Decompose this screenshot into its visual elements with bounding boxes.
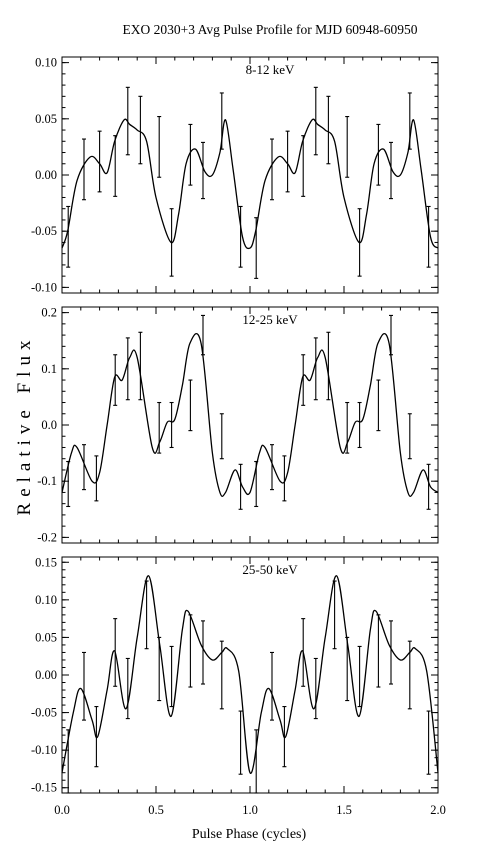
error-bar (269, 138, 274, 201)
error-bar (357, 645, 362, 708)
y-tick-label: 0.1 (41, 362, 57, 376)
y-tick-label: 0.05 (35, 112, 57, 126)
y-tick-label: 0.00 (35, 668, 57, 682)
error-bar (389, 620, 393, 685)
x-tick-label: 1.0 (242, 803, 258, 817)
panel-1: -0.10 -0.05 0.00 0.05 0.10 8-12 keV (31, 56, 439, 294)
error-bar (188, 123, 193, 186)
error-bar (157, 116, 162, 178)
error-bar (219, 413, 224, 460)
error-bar (144, 580, 149, 650)
profile-curve (61, 575, 439, 774)
y-tick-label: 0.05 (35, 630, 57, 644)
panel-frame (61, 56, 439, 294)
y-tick-label: -0.10 (31, 280, 57, 294)
y-tick-label: -0.05 (31, 224, 57, 238)
y-tick-label: 0.10 (35, 593, 57, 607)
error-bar (389, 141, 393, 200)
panel-frame (61, 556, 439, 794)
error-bar (357, 401, 362, 449)
error-bar (201, 141, 205, 200)
y-tick-label: -0.2 (37, 530, 57, 544)
y-tick-label: 0.2 (41, 306, 57, 320)
profile-curve (61, 332, 439, 497)
error-bar (97, 130, 102, 193)
error-bar (238, 710, 243, 775)
panels-group: -0.10 -0.05 0.00 0.05 0.10 8-12 keV -0.2 -0.1 0.… (31, 56, 446, 817)
error-bar (94, 455, 99, 502)
y-tick-label: -0.15 (31, 781, 57, 795)
error-bar (66, 460, 71, 508)
y-tick-label: -0.1 (37, 474, 57, 488)
panel-frame (61, 306, 439, 544)
x-axis-label: Pulse Phase (cycles) (192, 827, 307, 842)
y-tick-label: -0.10 (31, 743, 57, 757)
error-bar (313, 337, 318, 401)
error-bar (238, 205, 243, 268)
error-bar (169, 645, 174, 708)
error-bar (238, 463, 243, 510)
profile-curve (61, 118, 439, 250)
error-bar (332, 580, 337, 650)
y-tick-label: 0.10 (35, 56, 57, 70)
y-axis-label: Relative Flux (14, 335, 35, 516)
error-bar (426, 710, 431, 775)
y-tick-label: 0.15 (35, 555, 57, 569)
energy-band-label: 8-12 keV (246, 62, 295, 77)
error-bar (81, 651, 86, 721)
panel-3: -0.15 -0.10 -0.05 0.00 0.05 0.10 0.15 0.0 0.5 1.0… (31, 555, 446, 817)
error-bar (125, 337, 130, 401)
error-bar (301, 354, 306, 406)
x-tick-label: 0.0 (54, 803, 70, 817)
x-tick-label: 2.0 (430, 803, 446, 817)
error-bar (169, 401, 174, 449)
error-bar (269, 444, 274, 491)
y-tick-label: -0.05 (31, 706, 57, 720)
error-bar (282, 455, 287, 502)
chart-title: EXO 2030+3 Avg Pulse Profile for MJD 609… (123, 22, 418, 37)
error-bar (313, 657, 318, 720)
error-bar (426, 463, 431, 510)
error-bar (407, 413, 412, 460)
energy-band-label: 25-50 keV (242, 562, 298, 577)
energy-band-label: 12-25 keV (242, 312, 298, 327)
error-bar (81, 444, 86, 491)
error-bar (285, 130, 290, 193)
error-bar (326, 331, 331, 401)
error-bar (113, 354, 118, 406)
error-bar (138, 331, 143, 401)
error-bar (138, 95, 143, 165)
error-bar (201, 620, 205, 685)
error-bar (426, 205, 431, 268)
error-bar (376, 614, 381, 688)
x-tick-label: 1.5 (336, 803, 352, 817)
error-bar (345, 116, 350, 178)
y-tick-label: 0.00 (35, 168, 57, 182)
error-bar (254, 729, 259, 794)
error-bar (188, 614, 193, 688)
error-bar (269, 651, 274, 721)
error-bar (66, 205, 71, 268)
y-tick-label: 0.0 (41, 418, 57, 432)
error-bar (188, 379, 193, 432)
error-bar (125, 657, 130, 720)
x-tick-label: 0.5 (148, 803, 164, 817)
error-bar (376, 379, 381, 432)
error-bar (376, 123, 381, 186)
panel-2: -0.2 -0.1 0.0 0.1 0.2 12-25 keV (37, 306, 439, 544)
error-bar (81, 138, 86, 201)
error-bar (326, 95, 331, 165)
